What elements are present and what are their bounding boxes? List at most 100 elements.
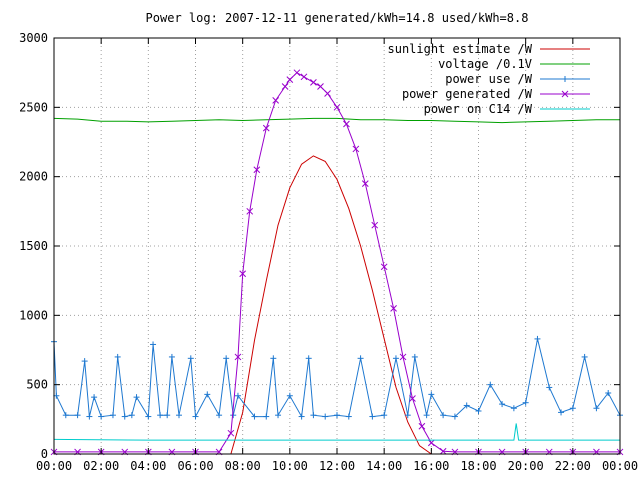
legend-label: power generated /W [402, 87, 533, 101]
data-point [98, 413, 105, 420]
data-point [300, 73, 308, 81]
x-tick-label: 18:00 [460, 459, 496, 473]
data-point [440, 412, 447, 419]
data-point [164, 412, 171, 419]
legend-entry: voltage /0.1V [438, 57, 590, 71]
data-point [390, 305, 397, 312]
data-point [109, 412, 116, 419]
data-point [204, 391, 211, 398]
data-point [534, 335, 541, 342]
data-point [522, 399, 529, 406]
data-point [324, 90, 331, 97]
data-point [562, 76, 568, 82]
data-point [310, 79, 317, 86]
legend-entry: power use /W [445, 72, 590, 86]
data-point [334, 412, 340, 419]
data-point [270, 355, 277, 362]
chart-title: Power log: 2007-12-11 generated/kWh=14.8… [146, 11, 529, 25]
data-point [439, 447, 447, 455]
data-point [345, 413, 352, 420]
data-point [263, 413, 270, 420]
data-point [293, 69, 301, 77]
legend-label: voltage /0.1V [438, 57, 532, 71]
data-point [593, 405, 600, 412]
data-point [409, 395, 416, 402]
y-tick-label: 0 [41, 447, 48, 461]
data-point [91, 394, 98, 401]
series-line [53, 423, 620, 441]
data-point [561, 90, 569, 98]
data-point [569, 405, 576, 412]
data-point [305, 355, 312, 362]
axis-layer: 00:00 02:00 04:00 06:00 08:00 10:00 12:00 14:00… [19, 31, 638, 473]
data-point [157, 412, 164, 419]
data-point [246, 207, 254, 215]
data-point [352, 145, 360, 153]
data-point [145, 413, 152, 420]
data-point [418, 422, 426, 430]
data-point [558, 409, 565, 416]
data-point [286, 392, 293, 399]
data-point [150, 341, 157, 348]
data-point [428, 391, 435, 398]
x-tick-label: 00:00 [602, 459, 638, 473]
data-point [262, 124, 270, 132]
data-point [333, 103, 341, 111]
data-point [581, 353, 588, 360]
data-point [381, 412, 388, 419]
legend-label: sunlight estimate /W [388, 42, 533, 56]
series-line [230, 155, 432, 455]
data-point [114, 353, 121, 360]
x-tick-label: 22:00 [555, 459, 591, 473]
data-point [86, 413, 93, 420]
data-point [369, 413, 376, 420]
data-point [605, 389, 612, 396]
data-point [546, 384, 553, 391]
data-point [463, 402, 470, 409]
x-tick-label: 06:00 [177, 459, 213, 473]
data-point [499, 401, 506, 408]
y-tick-label: 500 [26, 378, 48, 392]
data-point [343, 120, 350, 128]
y-tick-label: 1000 [19, 308, 48, 322]
y-tick-label: 1500 [19, 239, 48, 253]
data-point [251, 413, 258, 420]
x-tick-label: 08:00 [225, 459, 261, 473]
data-point [361, 180, 369, 187]
x-tick-label: 20:00 [508, 459, 544, 473]
x-tick-label: 14:00 [366, 459, 402, 473]
data-point [121, 413, 128, 420]
data-point [298, 413, 305, 420]
data-point [451, 413, 458, 420]
data-point [223, 355, 230, 362]
data-point [399, 353, 407, 361]
y-tick-label: 3000 [19, 31, 48, 45]
legend-entry: sunlight estimate /W [388, 42, 590, 56]
data-point [317, 83, 324, 90]
data-point [239, 270, 247, 278]
data-point [192, 413, 199, 420]
x-tick-label: 16:00 [413, 459, 449, 473]
x-tick-label: 10:00 [272, 459, 308, 473]
data-point [357, 355, 364, 362]
data-point [404, 412, 411, 419]
data-point [275, 412, 282, 419]
data-point [81, 358, 88, 365]
data-point [510, 405, 517, 412]
data-point [74, 412, 81, 419]
data-point [128, 412, 135, 419]
series-2 [51, 335, 623, 420]
series-4 [53, 423, 620, 441]
series-line [54, 72, 620, 453]
data-point [272, 97, 280, 104]
series-1 [53, 117, 620, 124]
legend-label: power on C14 /W [424, 102, 533, 116]
y-tick-label: 2500 [19, 100, 48, 114]
data-point [227, 429, 235, 437]
series-0 [230, 155, 432, 455]
legend-entry: power generated /W [402, 87, 590, 101]
data-point [234, 392, 241, 399]
